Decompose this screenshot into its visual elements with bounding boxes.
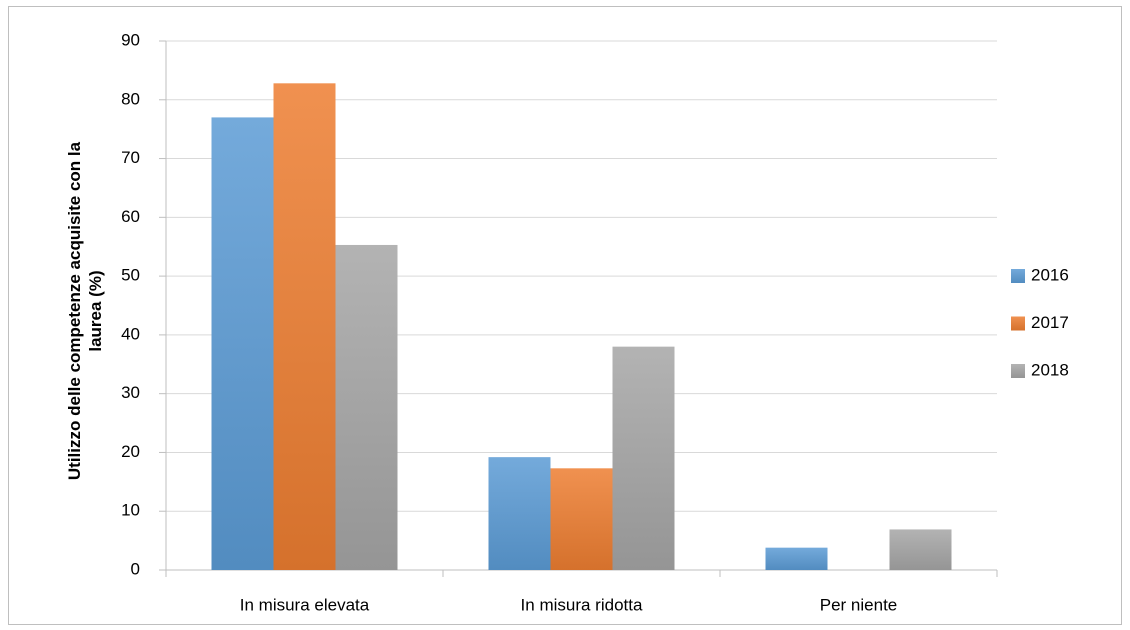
legend-label: 2018 [1031, 360, 1069, 379]
y-tick-label: 70 [121, 148, 140, 167]
x-tick-label: In misura ridotta [521, 595, 643, 614]
y-tick-label: 40 [121, 324, 140, 343]
bar [765, 547, 828, 570]
legend-swatch [1011, 364, 1025, 378]
legend-swatch [1011, 316, 1025, 331]
bar [612, 346, 675, 570]
bar [211, 117, 274, 571]
bar [889, 529, 952, 570]
chart-border [8, 6, 1122, 625]
x-tick-label: Per niente [820, 595, 898, 614]
y-axis-label: Utilizzo delle competenze acquisite con … [65, 141, 105, 481]
bar [273, 83, 336, 570]
y-tick-label: 10 [121, 501, 140, 520]
y-tick-label: 60 [121, 207, 140, 226]
bar [550, 468, 613, 570]
y-tick-label: 30 [121, 383, 140, 402]
y-tick-label: 50 [121, 266, 140, 285]
bar [488, 457, 551, 570]
legend-label: 2017 [1031, 313, 1069, 332]
x-tick-label: In misura elevata [240, 595, 370, 614]
y-tick-label: 80 [121, 89, 140, 108]
y-tick-label: 90 [121, 30, 140, 49]
legend-swatch [1011, 269, 1025, 283]
y-tick-label: 20 [121, 442, 140, 461]
legend-label: 2016 [1031, 265, 1069, 284]
y-tick-label: 0 [131, 559, 140, 578]
bar [335, 244, 398, 570]
